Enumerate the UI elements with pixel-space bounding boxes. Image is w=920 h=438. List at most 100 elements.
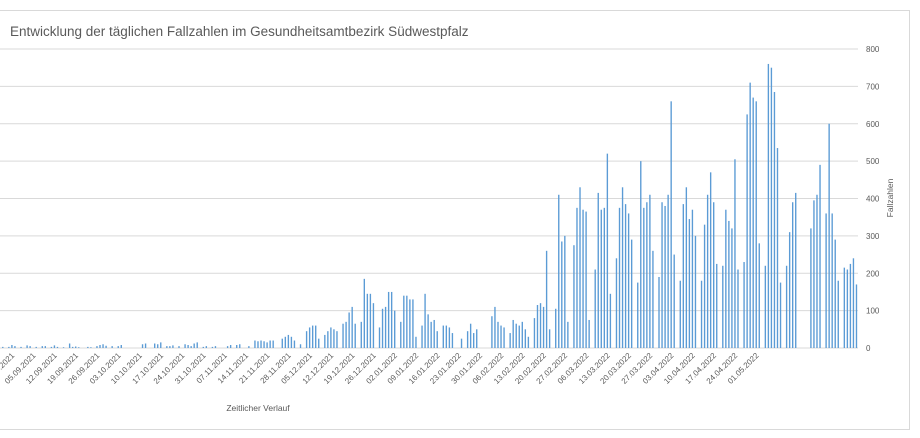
bar [141, 344, 144, 348]
bar [649, 194, 651, 348]
bar [776, 148, 779, 348]
bar [53, 345, 56, 348]
bar [536, 305, 539, 348]
bar [378, 327, 381, 348]
bar [169, 346, 171, 348]
bar [327, 331, 329, 348]
bar [846, 269, 849, 348]
bar [190, 346, 192, 348]
bar [260, 340, 262, 348]
bar [248, 346, 250, 348]
bar [627, 213, 630, 348]
bar [667, 194, 669, 348]
bar [360, 321, 362, 348]
bar [272, 340, 274, 348]
bar [460, 338, 463, 348]
y-tick-label: 0 [866, 344, 871, 353]
bar [658, 276, 660, 348]
bar [214, 346, 217, 348]
bar [643, 207, 645, 348]
grid-lines [0, 48, 858, 349]
bar [427, 314, 429, 348]
bar [734, 159, 736, 348]
bar [412, 299, 414, 348]
bar [311, 325, 314, 348]
bar [154, 343, 156, 348]
bar [99, 345, 101, 348]
bar [445, 325, 448, 348]
bar [184, 344, 186, 348]
bar [44, 346, 46, 348]
bar [503, 327, 505, 348]
bar [308, 327, 311, 348]
bar [564, 235, 566, 349]
bar [749, 82, 751, 348]
bar [518, 325, 520, 348]
bar [673, 254, 675, 348]
bar [834, 239, 836, 348]
bar [849, 263, 852, 348]
bar [50, 346, 53, 348]
bar [400, 321, 402, 348]
bar [315, 325, 317, 348]
bar [442, 325, 444, 348]
bar [111, 346, 113, 348]
bar [290, 336, 293, 348]
bar [229, 345, 232, 348]
bar [652, 250, 654, 348]
bar [330, 327, 332, 348]
bar [682, 204, 684, 348]
bar [855, 284, 858, 348]
bar [178, 346, 180, 348]
bar [816, 194, 818, 348]
bar [497, 321, 499, 348]
bar [512, 319, 514, 348]
bar [281, 338, 283, 348]
bar [342, 323, 344, 348]
bar [211, 346, 214, 348]
bar [716, 263, 718, 348]
bar [205, 346, 208, 348]
bar [409, 299, 411, 348]
bar [491, 316, 493, 348]
bar [713, 202, 715, 348]
bar [703, 224, 706, 348]
bar [558, 194, 560, 348]
bar [621, 187, 624, 348]
bar [257, 341, 259, 348]
bar [773, 91, 776, 348]
bar [545, 250, 548, 348]
bar [758, 243, 760, 348]
bar [284, 336, 287, 348]
bar [521, 321, 523, 348]
bar [102, 344, 104, 348]
bar [473, 333, 475, 348]
bar [600, 209, 602, 348]
bar [372, 303, 375, 348]
bar [369, 293, 372, 348]
bar [567, 321, 569, 348]
bar [415, 336, 417, 348]
bar [640, 161, 642, 349]
bar [825, 213, 827, 348]
bar [837, 280, 839, 349]
bar [579, 187, 581, 348]
bar [424, 293, 426, 348]
bar [90, 347, 92, 348]
bar [813, 200, 815, 348]
bar [637, 282, 639, 348]
bar [694, 235, 697, 349]
bar [14, 346, 16, 348]
bar [87, 346, 89, 348]
bar [515, 323, 517, 348]
bar [269, 340, 271, 348]
bar [731, 228, 733, 348]
bar [41, 346, 43, 348]
bar [421, 325, 423, 348]
y-axis-title: Fallzahlen [885, 178, 895, 217]
bar [548, 329, 551, 348]
bar [630, 239, 633, 348]
y-tick-label: 100 [866, 307, 880, 316]
bar [406, 295, 408, 349]
